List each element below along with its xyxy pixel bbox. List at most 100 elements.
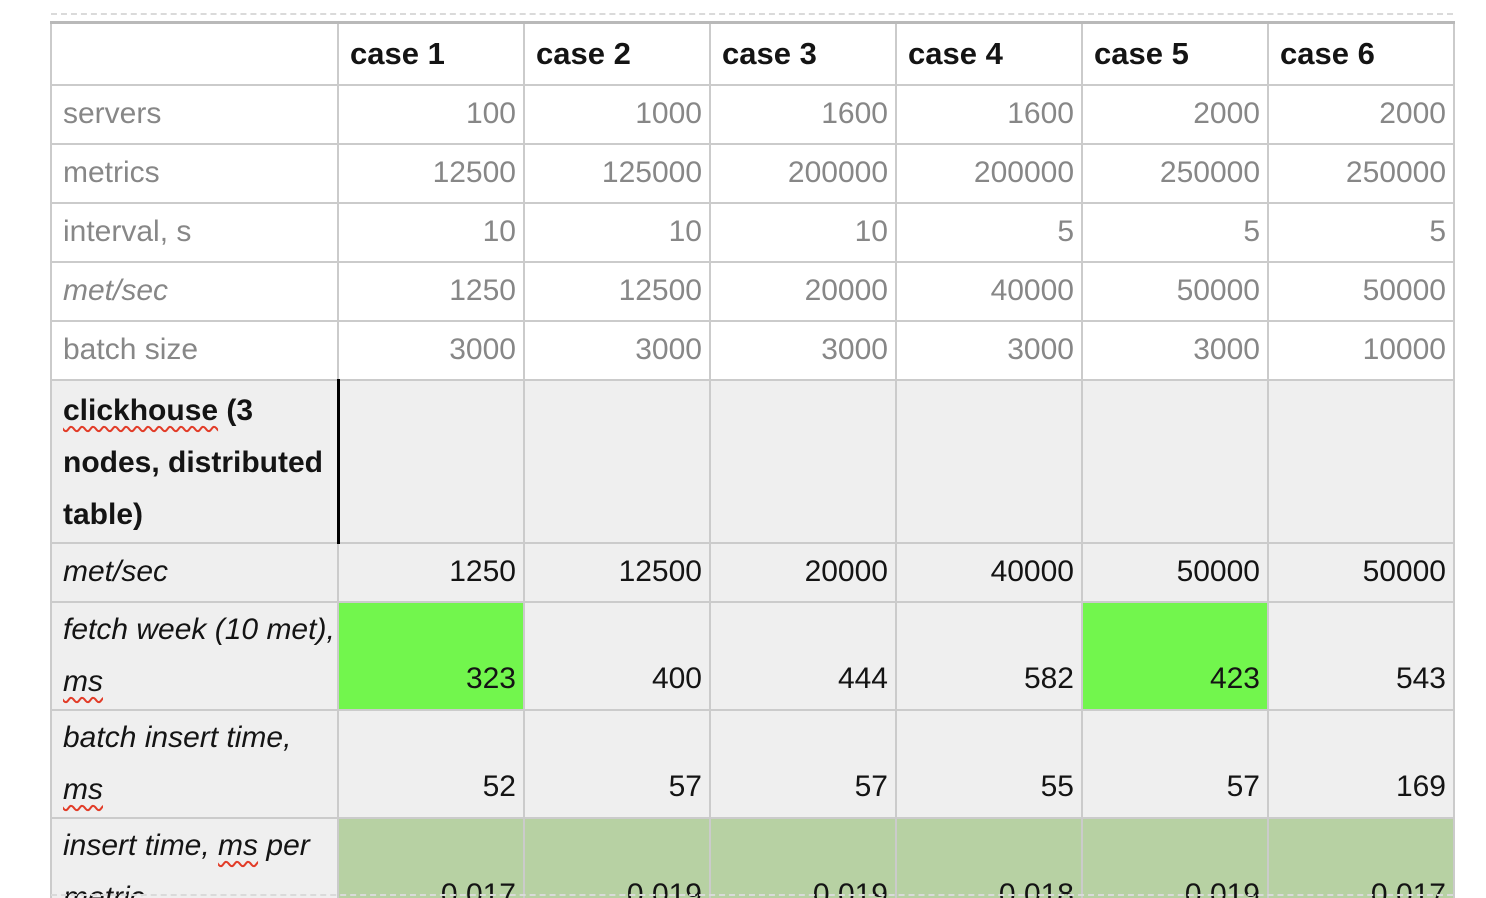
value-cell[interactable]: 40000	[895, 541, 1083, 603]
value-cell[interactable]: 12500	[337, 142, 525, 204]
value-cell[interactable]: 5	[1081, 201, 1269, 263]
column-header-case-1[interactable]: case 1	[337, 21, 525, 86]
value-cell[interactable]: 3000	[523, 319, 711, 381]
value-cell[interactable]: 582	[895, 600, 1083, 711]
row-section-clickhouse: clickhouse (3 nodes, distributed table)	[50, 378, 1455, 544]
empty-cell[interactable]	[895, 378, 1083, 544]
value-cell[interactable]: 10	[337, 201, 525, 263]
section-header-rest: (3 nodes, distributed table)	[63, 393, 324, 531]
column-header-case-4[interactable]: case 4	[895, 21, 1083, 86]
column-header-case-6[interactable]: case 6	[1267, 21, 1455, 86]
value-cell[interactable]: 400	[523, 600, 711, 711]
value-cell[interactable]: 55	[895, 708, 1083, 819]
value-cell[interactable]: 12500	[523, 260, 711, 322]
value-cell[interactable]: 1250	[337, 260, 525, 322]
value-cell[interactable]: 3000	[337, 319, 525, 381]
subtotal-value-cell[interactable]: 0,018	[895, 816, 1083, 898]
value-cell[interactable]: 50000	[1267, 541, 1455, 603]
row-label-fetch-week[interactable]: fetch week (10 met), ms	[50, 600, 339, 711]
value-cell[interactable]: 200000	[709, 142, 897, 204]
misspelled-word: ms	[63, 664, 103, 698]
row-label-metrics[interactable]: metrics	[50, 142, 339, 204]
value-cell[interactable]: 57	[1081, 708, 1269, 819]
label-text: batch insert time,	[63, 720, 292, 754]
misspelled-word: ms	[63, 772, 103, 806]
label-text: insert time,	[63, 828, 219, 862]
empty-cell[interactable]	[523, 378, 711, 544]
column-header-case-5[interactable]: case 5	[1081, 21, 1269, 86]
row-batch-size: batch size 3000 3000 3000 3000 3000 1000…	[50, 319, 1455, 381]
value-cell[interactable]: 444	[709, 600, 897, 711]
subtotal-value-cell[interactable]: 0,017	[1267, 816, 1455, 898]
row-label-batch-insert-time[interactable]: batch insert time, ms	[50, 708, 339, 819]
value-cell[interactable]: 10000	[1267, 319, 1455, 381]
row-insert-time-per-metric: insert time, ms per metric 0,017 0,019 0…	[50, 816, 1455, 898]
row-fetch-week: fetch week (10 met), ms 323 400 444 582 …	[50, 600, 1455, 711]
value-cell[interactable]: 1250	[337, 541, 525, 603]
value-cell[interactable]: 2000	[1081, 83, 1269, 145]
highlighted-value-cell[interactable]: 423	[1081, 600, 1269, 711]
value-cell[interactable]: 20000	[709, 260, 897, 322]
clipped-row-gridline-top	[51, 13, 1453, 15]
value-cell[interactable]: 3000	[895, 319, 1083, 381]
value-cell[interactable]: 100	[337, 83, 525, 145]
row-label-clickhouse-met-per-sec[interactable]: met/sec	[50, 541, 339, 603]
header-row: case 1 case 2 case 3 case 4 case 5 case …	[50, 21, 1455, 86]
value-cell[interactable]: 40000	[895, 260, 1083, 322]
subtotal-value-cell[interactable]: 0,019	[523, 816, 711, 898]
label-text: fetch week (10 met),	[63, 612, 335, 646]
empty-cell[interactable]	[709, 378, 897, 544]
row-batch-insert-time: batch insert time, ms 52 57 57 55 57 169	[50, 708, 1455, 819]
misspelled-word: ms	[218, 828, 259, 862]
value-cell[interactable]: 5	[1267, 201, 1455, 263]
row-label-interval[interactable]: interval, s	[50, 201, 339, 263]
value-cell[interactable]: 1600	[895, 83, 1083, 145]
value-cell[interactable]: 200000	[895, 142, 1083, 204]
value-cell[interactable]: 2000	[1267, 83, 1455, 145]
empty-cell[interactable]	[1081, 378, 1269, 544]
row-label-servers[interactable]: servers	[50, 83, 339, 145]
row-met-per-sec: met/sec 1250 12500 20000 40000 50000 500…	[50, 260, 1455, 322]
subtotal-value-cell[interactable]: 0,017	[337, 816, 525, 898]
value-cell[interactable]: 12500	[523, 541, 711, 603]
value-cell[interactable]: 10	[523, 201, 711, 263]
value-cell[interactable]: 250000	[1081, 142, 1269, 204]
highlighted-value-cell[interactable]: 323	[337, 600, 525, 711]
subtotal-value-cell[interactable]: 0,019	[709, 816, 897, 898]
row-label-insert-time-per-metric[interactable]: insert time, ms per metric	[50, 816, 339, 898]
empty-cell[interactable]	[337, 378, 525, 544]
column-header-case-3[interactable]: case 3	[709, 21, 897, 86]
value-cell[interactable]: 3000	[709, 319, 897, 381]
value-cell[interactable]: 10	[709, 201, 897, 263]
row-label-batch-size[interactable]: batch size	[50, 319, 339, 381]
value-cell[interactable]: 250000	[1267, 142, 1455, 204]
row-servers: servers 100 1000 1600 1600 2000 2000	[50, 83, 1455, 145]
value-cell[interactable]: 1600	[709, 83, 897, 145]
misspelled-word: clickhouse	[63, 393, 219, 427]
row-interval: interval, s 10 10 10 5 5 5	[50, 201, 1455, 263]
benchmark-table: case 1 case 2 case 3 case 4 case 5 case …	[50, 21, 1455, 898]
value-cell[interactable]: 1000	[523, 83, 711, 145]
value-cell[interactable]: 125000	[523, 142, 711, 204]
empty-cell[interactable]	[1267, 378, 1455, 544]
value-cell[interactable]: 50000	[1267, 260, 1455, 322]
row-metrics: metrics 12500 125000 200000 200000 25000…	[50, 142, 1455, 204]
corner-cell[interactable]	[50, 21, 339, 86]
value-cell[interactable]: 5	[895, 201, 1083, 263]
subtotal-value-cell[interactable]: 0,019	[1081, 816, 1269, 898]
value-cell[interactable]: 20000	[709, 541, 897, 603]
value-cell[interactable]: 169	[1267, 708, 1455, 819]
value-cell[interactable]: 52	[337, 708, 525, 819]
column-header-case-2[interactable]: case 2	[523, 21, 711, 86]
label-text: per metric	[63, 828, 310, 898]
row-clickhouse-met-per-sec: met/sec 1250 12500 20000 40000 50000 500…	[50, 541, 1455, 603]
value-cell[interactable]: 50000	[1081, 541, 1269, 603]
value-cell[interactable]: 543	[1267, 600, 1455, 711]
value-cell[interactable]: 3000	[1081, 319, 1269, 381]
row-label-met-per-sec[interactable]: met/sec	[50, 260, 339, 322]
value-cell[interactable]: 57	[523, 708, 711, 819]
value-cell[interactable]: 57	[709, 708, 897, 819]
section-header-clickhouse[interactable]: clickhouse (3 nodes, distributed table)	[50, 378, 340, 544]
value-cell[interactable]: 50000	[1081, 260, 1269, 322]
